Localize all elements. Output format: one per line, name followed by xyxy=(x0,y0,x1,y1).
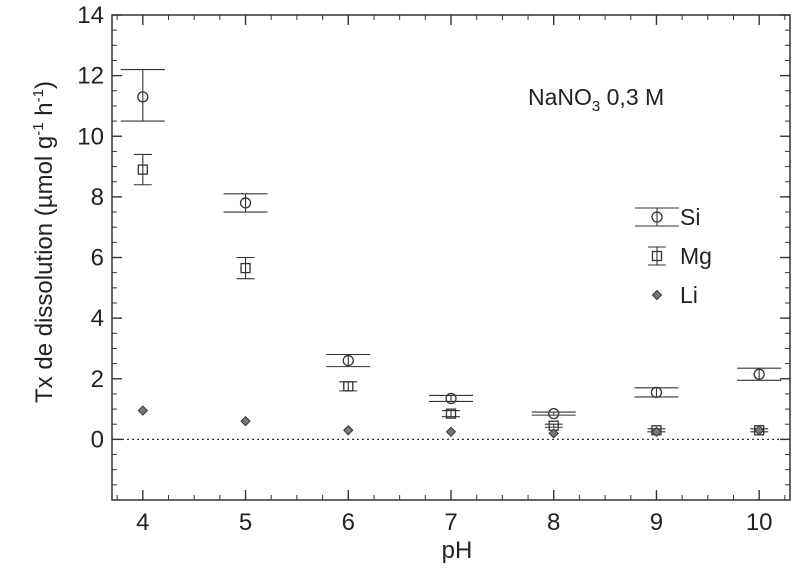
y-tick-label-4: 4 xyxy=(91,305,104,332)
legend-label-mg: Mg xyxy=(680,243,712,269)
mg-point xyxy=(445,408,457,419)
li-point xyxy=(240,415,251,427)
series-si xyxy=(120,69,782,420)
series-li xyxy=(137,405,765,439)
si-point xyxy=(445,392,457,405)
si-point xyxy=(239,197,252,209)
si-point xyxy=(137,91,149,103)
y-tick-label-10: 10 xyxy=(77,123,104,150)
x-tick-label-6: 6 xyxy=(342,509,355,536)
y-tick-label-6: 6 xyxy=(91,245,104,272)
x-tick-label-9: 9 xyxy=(650,509,663,536)
mg-point xyxy=(343,381,354,392)
legend-label-li: Li xyxy=(680,282,698,308)
data-marks xyxy=(120,69,782,439)
legend-entry-si: Si xyxy=(635,204,700,230)
minor-ticks xyxy=(112,15,790,500)
li-point xyxy=(753,425,765,436)
axis-ticks: 0 2 4 6 8 10 12 14 4 5 6 7 8 9 10 xyxy=(77,2,790,536)
y-tick-label-2: 2 xyxy=(91,366,104,393)
y-axis-title: Tx de dissolution (µmol g-1 h-1) xyxy=(30,81,58,403)
li-point xyxy=(651,426,662,438)
si-point xyxy=(753,368,765,380)
x-tick-label-10: 10 xyxy=(746,509,773,536)
li-point xyxy=(343,425,354,436)
x-tick-label-5: 5 xyxy=(239,509,252,536)
y-tick-label-0: 0 xyxy=(91,426,104,453)
si-point xyxy=(650,386,663,399)
li-point xyxy=(137,405,149,416)
si-point xyxy=(342,354,354,367)
series-mg xyxy=(133,153,769,436)
mg-point xyxy=(240,262,251,274)
x-tick-label-8: 8 xyxy=(547,509,560,536)
mg-point xyxy=(137,164,148,175)
legend-marker-mg xyxy=(651,250,663,262)
legend: Si Mg Li xyxy=(635,204,712,308)
x-axis-title: pH xyxy=(442,537,473,564)
y-tick-label-14: 14 xyxy=(77,2,104,29)
legend-label-si: Si xyxy=(680,204,700,230)
li-point xyxy=(445,426,457,438)
si-point xyxy=(548,407,560,420)
x-tick-label-4: 4 xyxy=(136,509,149,536)
x-tick-label-7: 7 xyxy=(444,509,457,536)
y-tick-label-8: 8 xyxy=(91,184,104,211)
legend-entry-li: Li xyxy=(651,282,698,308)
legend-marker-si xyxy=(651,211,663,223)
annotation-label: NaNO3 0,3 M xyxy=(528,84,664,115)
legend-entry-mg: Mg xyxy=(648,243,712,269)
li-point xyxy=(548,428,559,439)
y-tick-label-12: 12 xyxy=(77,63,104,90)
legend-marker-li xyxy=(651,289,663,301)
